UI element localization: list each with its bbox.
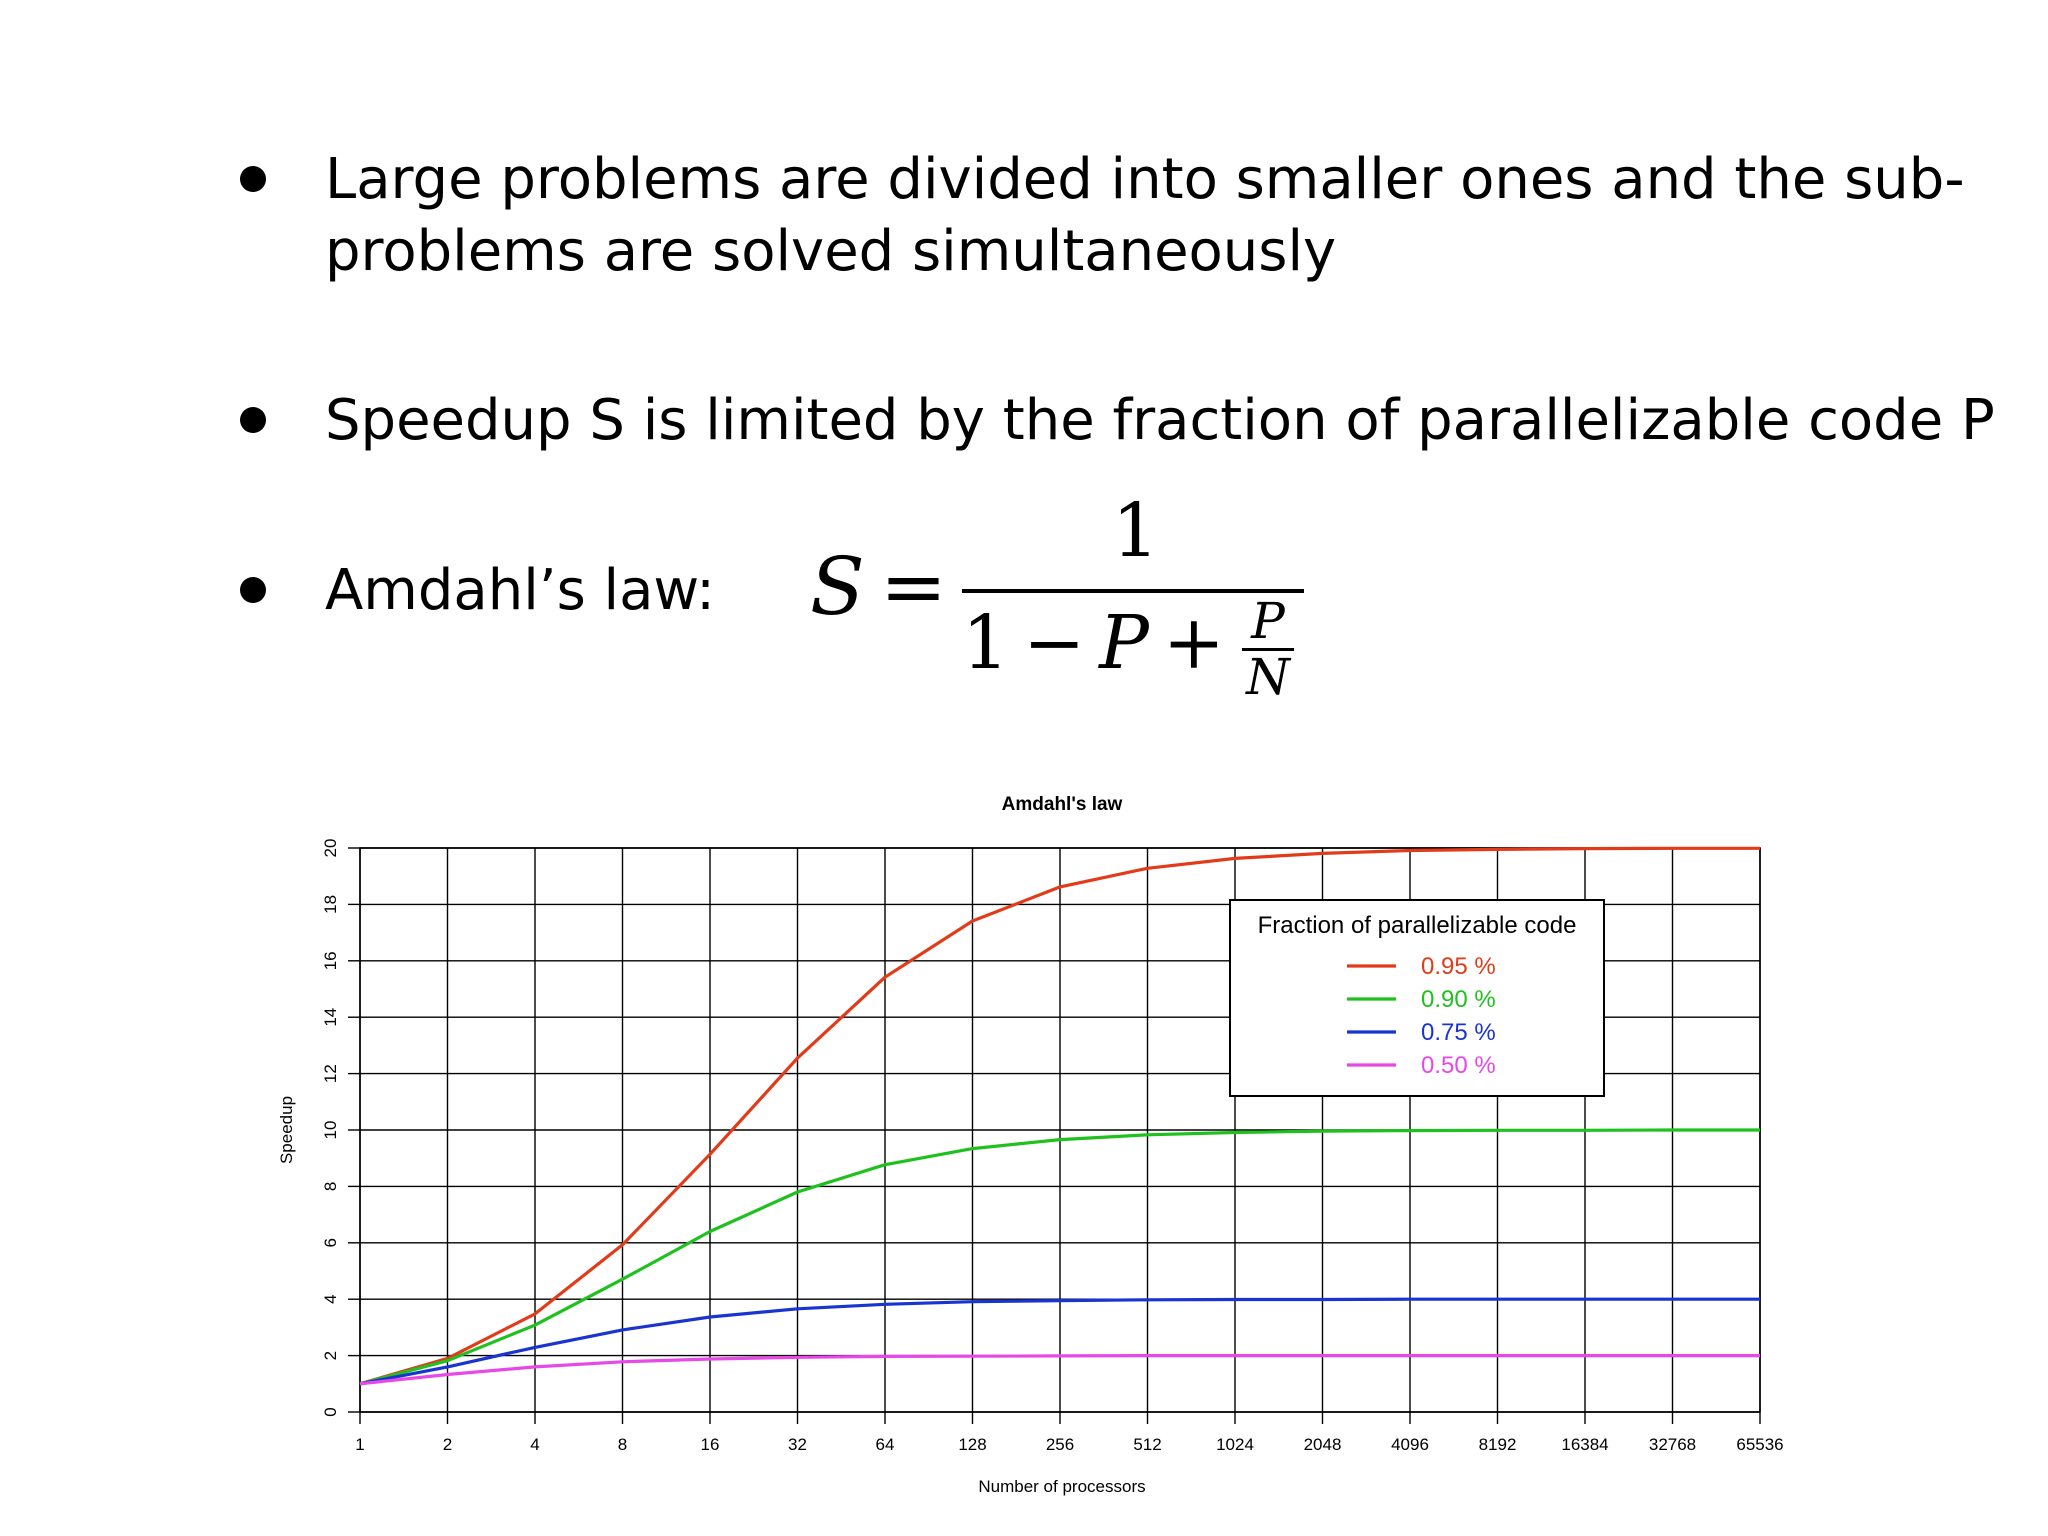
formula-small-den: N bbox=[1246, 648, 1290, 706]
y-tick-label: 12 bbox=[321, 1064, 340, 1083]
x-tick-label: 1 bbox=[355, 1435, 364, 1454]
bullet-1-line-1: Large problems are divided into smaller … bbox=[325, 147, 1965, 212]
series-line-2 bbox=[359, 1128, 1760, 1386]
y-tick-label: 8 bbox=[321, 1182, 340, 1191]
x-tick-label: 8192 bbox=[1479, 1435, 1517, 1454]
series-line-3 bbox=[359, 1297, 1760, 1386]
x-axis-label: Number of processors bbox=[978, 1477, 1145, 1496]
bullet-3-line-1: Amdahl’s law: bbox=[325, 558, 716, 623]
x-tick-label: 512 bbox=[1133, 1435, 1161, 1454]
formula-minus: − bbox=[1023, 600, 1086, 686]
x-tick-label: 2 bbox=[443, 1435, 452, 1454]
formula-equals: = bbox=[880, 540, 948, 633]
bullet-dot bbox=[240, 407, 266, 433]
y-axis-label: Speedup bbox=[277, 1096, 296, 1164]
legend-label-4: 0.50 % bbox=[1421, 1052, 1496, 1079]
formula-numerator: 1 bbox=[1112, 488, 1160, 574]
bullet-2-line-1: Speedup S is limited by the fraction of … bbox=[325, 388, 1995, 453]
bullet-list: Large problems are divided into smaller … bbox=[0, 0, 2048, 700]
x-tick-label: 32768 bbox=[1649, 1435, 1696, 1454]
y-tick-label: 10 bbox=[321, 1121, 340, 1140]
y-tick-label: 2 bbox=[321, 1351, 340, 1360]
x-tick-label: 1024 bbox=[1216, 1435, 1254, 1454]
legend-box bbox=[1229, 899, 1605, 1097]
x-tick-label: 128 bbox=[958, 1435, 986, 1454]
x-tick-label: 32 bbox=[788, 1435, 807, 1454]
formula-small-num: P bbox=[1251, 592, 1285, 650]
legend-label-2: 0.90 % bbox=[1421, 986, 1496, 1013]
x-tick-label: 4096 bbox=[1391, 1435, 1429, 1454]
x-tick-label: 256 bbox=[1046, 1435, 1074, 1454]
y-tick-label: 18 bbox=[321, 895, 340, 914]
formula-den-one: 1 bbox=[962, 600, 1010, 686]
bullet-dot bbox=[240, 577, 266, 603]
series-line-1 bbox=[359, 846, 1760, 1386]
y-tick-label: 14 bbox=[321, 1008, 340, 1027]
amdahl-formula: S = 1 1− P + P N bbox=[800, 488, 1320, 720]
legend-title: Fraction of parallelizable code bbox=[1258, 912, 1577, 939]
y-tick-label: 4 bbox=[321, 1294, 340, 1303]
y-tick-label: 20 bbox=[321, 839, 340, 858]
formula-lhs: S bbox=[810, 540, 865, 633]
x-tick-label: 2048 bbox=[1304, 1435, 1342, 1454]
legend-label-1: 0.95 % bbox=[1421, 953, 1496, 980]
bullet-dot bbox=[240, 166, 266, 192]
series-line-4 bbox=[359, 1353, 1760, 1386]
y-tick-label: 6 bbox=[321, 1238, 340, 1247]
y-tick-label: 16 bbox=[321, 951, 340, 970]
formula-fraction-bar bbox=[962, 589, 1304, 593]
legend-label-3: 0.75 % bbox=[1421, 1019, 1496, 1046]
chart-title: Amdahl's law bbox=[1002, 794, 1123, 815]
formula-p: P bbox=[1099, 600, 1149, 686]
formula-small-bar bbox=[1242, 648, 1294, 651]
bullet-1-line-2: problems are solved simultaneously bbox=[325, 219, 1337, 284]
y-tick-label: 0 bbox=[321, 1407, 340, 1416]
formula-plus: + bbox=[1162, 600, 1225, 686]
x-tick-label: 16384 bbox=[1561, 1435, 1608, 1454]
x-tick-label: 65536 bbox=[1736, 1435, 1783, 1454]
formula-denominator: 1− P + bbox=[962, 600, 1225, 686]
x-tick-label: 4 bbox=[530, 1435, 539, 1454]
x-tick-label: 64 bbox=[876, 1435, 895, 1454]
x-tick-label: 16 bbox=[701, 1435, 720, 1454]
x-tick-label: 8 bbox=[618, 1435, 627, 1454]
